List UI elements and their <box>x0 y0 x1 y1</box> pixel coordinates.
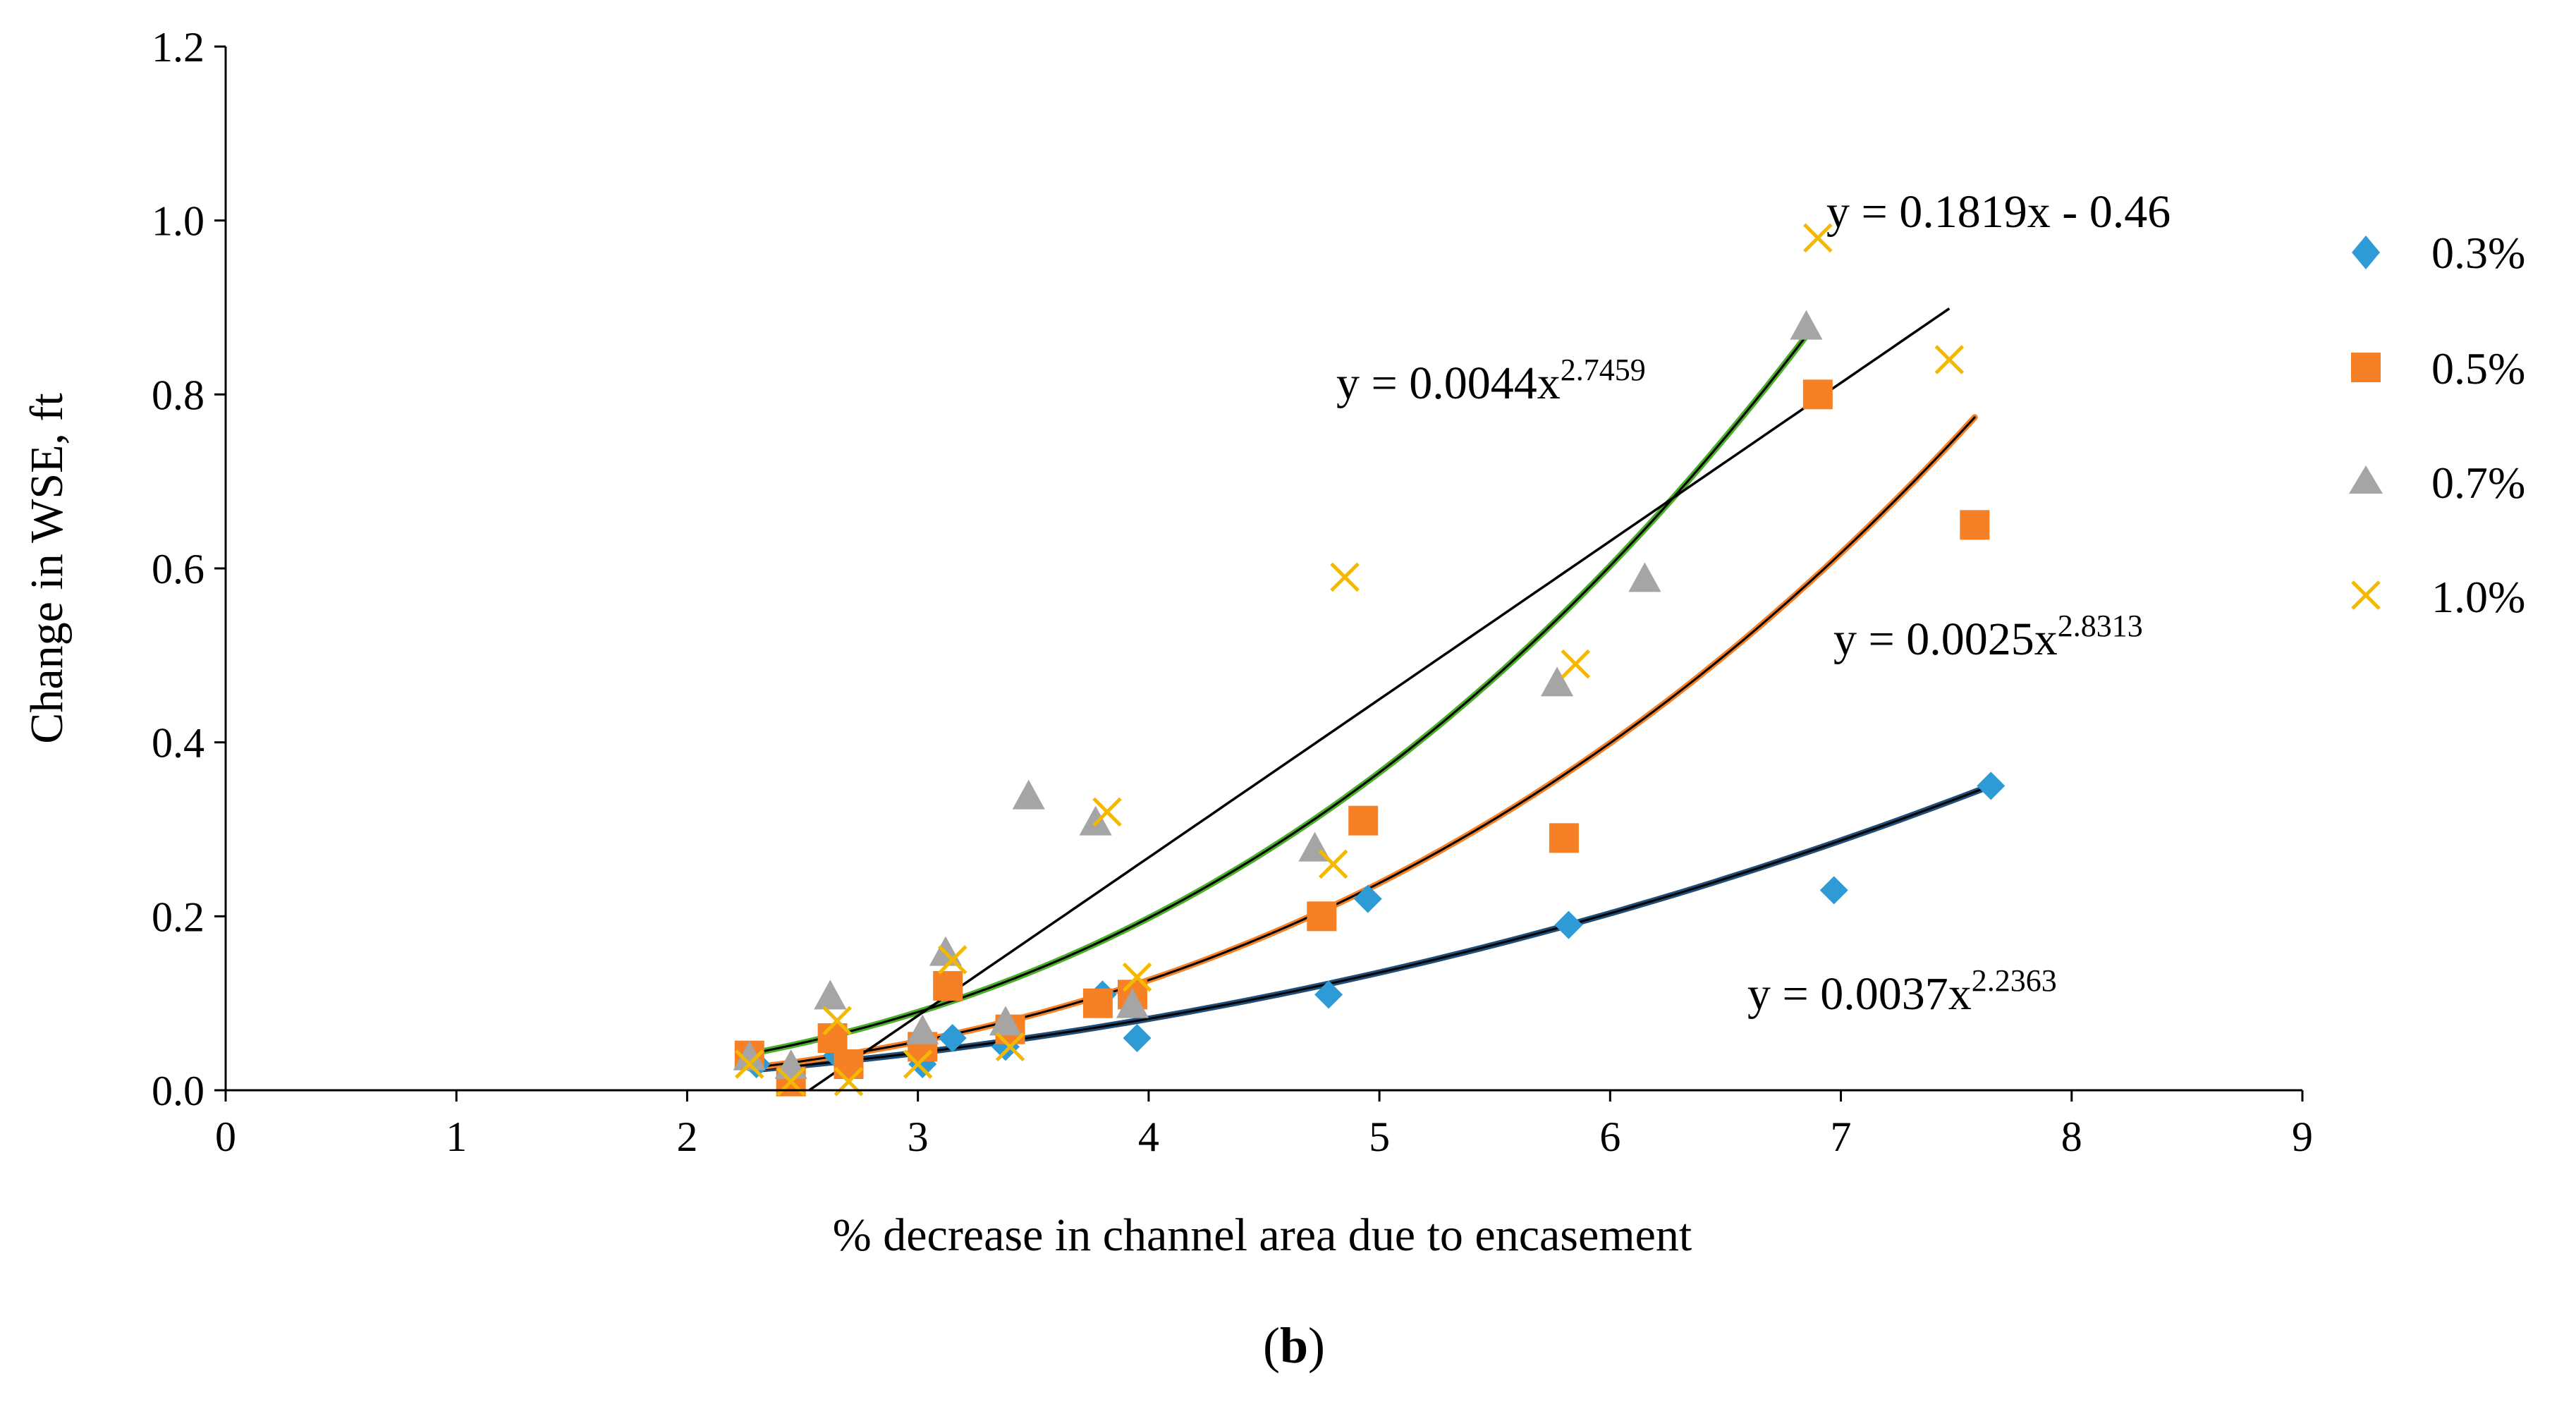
data-point-0.3 <box>1977 771 2006 800</box>
data-markers <box>733 223 2006 1097</box>
data-point-0.3 <box>1819 876 1848 905</box>
equation-0.3-base: y = 0.0037x <box>1747 968 1972 1020</box>
figure-caption: (b) <box>1263 1317 1325 1374</box>
data-point-0.7 <box>1628 562 1661 592</box>
equation-0.7-base: y = 0.0044x <box>1336 358 1561 409</box>
data-point-1.0 <box>995 1032 1025 1062</box>
data-point-0.5 <box>1549 823 1579 853</box>
equation-0.3-exponent: 2.2363 <box>1972 963 2057 998</box>
data-point-0.5 <box>933 971 963 1001</box>
trendline-1.0 <box>808 307 1951 1092</box>
data-point-0.5 <box>1082 988 1113 1018</box>
data-point-0.7 <box>1790 310 1823 340</box>
x-tick-label: 9 <box>2292 1114 2313 1160</box>
data-point-1.0 <box>1318 849 1348 879</box>
trendline-0.3 <box>755 784 1992 1071</box>
data-point-0.7 <box>733 1040 766 1071</box>
data-point-1.0 <box>1561 649 1591 679</box>
data-point-0.7 <box>906 1014 939 1044</box>
data-point-0.5 <box>834 1049 864 1079</box>
legend-label-0.5: 0.5% <box>2431 343 2525 394</box>
data-point-0.3 <box>1353 884 1382 913</box>
x-tick-label: 1 <box>446 1114 467 1160</box>
data-point-0.7 <box>1012 779 1045 810</box>
y-tick-label: 0.0 <box>152 1068 205 1114</box>
legend-marker-0.7 <box>2349 465 2383 494</box>
data-point-0.7 <box>1540 666 1574 697</box>
legend: 0.3% 0.5% 0.7% 1.0% <box>2349 228 2525 622</box>
caption-letter: b <box>1280 1317 1308 1374</box>
y-tick-label: 0.6 <box>152 546 205 592</box>
data-point-0.5 <box>1348 805 1379 836</box>
equation-0.7-power: y = 0.0044x2.7459 <box>1336 353 1646 409</box>
data-point-0.3 <box>938 1024 967 1052</box>
data-point-1.0 <box>735 1049 764 1079</box>
y-tick-label: 1.0 <box>152 198 205 245</box>
legend-label-0.7: 0.7% <box>2431 458 2525 508</box>
data-point-0.5 <box>1960 510 1990 540</box>
x-tick-label: 7 <box>1831 1114 1852 1160</box>
data-point-0.3 <box>1314 980 1343 1009</box>
caption-close-paren: ) <box>1308 1317 1325 1374</box>
equation-linear: y = 0.1819x - 0.46 <box>1826 186 2171 238</box>
data-point-1.0 <box>1122 962 1152 992</box>
data-point-0.5 <box>1307 901 1337 932</box>
legend-label-1.0: 1.0% <box>2431 572 2525 622</box>
legend-marker-1.0 <box>2351 580 2381 610</box>
data-point-1.0 <box>1934 345 1965 374</box>
equation-0.5-exponent: 2.8313 <box>2058 609 2143 643</box>
x-tick-label: 2 <box>676 1114 697 1160</box>
data-point-1.0 <box>1092 797 1122 827</box>
legend-label-0.3: 0.3% <box>2431 228 2525 278</box>
data-point-1.0 <box>903 1049 933 1079</box>
y-tick-label: 0.4 <box>152 720 205 767</box>
x-tick-label: 6 <box>1599 1114 1620 1160</box>
legend-item-0.3: 0.3% <box>2352 228 2525 278</box>
data-point-0.7 <box>1116 988 1149 1018</box>
equation-0.5-power: y = 0.0025x2.8313 <box>1833 609 2143 665</box>
equation-0.5-base: y = 0.0025x <box>1833 614 2058 665</box>
y-tick-label: 0.2 <box>152 893 205 940</box>
data-point-0.3 <box>1123 1024 1152 1052</box>
x-axis-title: % decrease in channel area due to encase… <box>833 1209 1692 1261</box>
x-tick-label: 5 <box>1369 1114 1390 1160</box>
data-point-0.7 <box>814 980 847 1010</box>
data-point-1.0 <box>1803 223 1833 253</box>
data-point-1.0 <box>937 945 967 975</box>
caption-open-paren: ( <box>1263 1317 1280 1374</box>
legend-item-0.5: 0.5% <box>2351 343 2525 394</box>
x-tick-label: 0 <box>215 1114 236 1160</box>
y-tick-label: 1.2 <box>152 24 205 71</box>
y-axis-title: Change in WSE, ft <box>21 393 73 743</box>
data-point-0.5 <box>1802 379 1833 410</box>
data-point-0.7 <box>989 1006 1023 1036</box>
data-point-0.7 <box>1079 805 1112 836</box>
equation-linear-base: y = 0.1819x - 0.46 <box>1826 186 2171 238</box>
x-tick-label: 4 <box>1138 1114 1159 1160</box>
legend-item-1.0: 1.0% <box>2351 572 2525 622</box>
data-point-1.0 <box>822 1006 852 1036</box>
x-tick-label: 8 <box>2061 1114 2082 1160</box>
equation-0.3-power: y = 0.0037x2.2363 <box>1747 963 2057 1020</box>
data-point-1.0 <box>1330 562 1360 592</box>
x-tick-label: 3 <box>908 1114 929 1160</box>
legend-marker-0.3 <box>2352 236 2380 269</box>
legend-item-0.7: 0.7% <box>2349 458 2525 508</box>
data-point-0.3 <box>1554 910 1583 939</box>
ticks: 0 1 2 3 4 5 6 7 8 9 0.0 0.2 0.4 0.6 0.8 1.0 1.2 <box>152 24 2313 1160</box>
y-tick-label: 0.8 <box>152 372 205 418</box>
legend-marker-0.5 <box>2351 353 2381 382</box>
equation-0.7-exponent: 2.7459 <box>1561 353 1646 387</box>
